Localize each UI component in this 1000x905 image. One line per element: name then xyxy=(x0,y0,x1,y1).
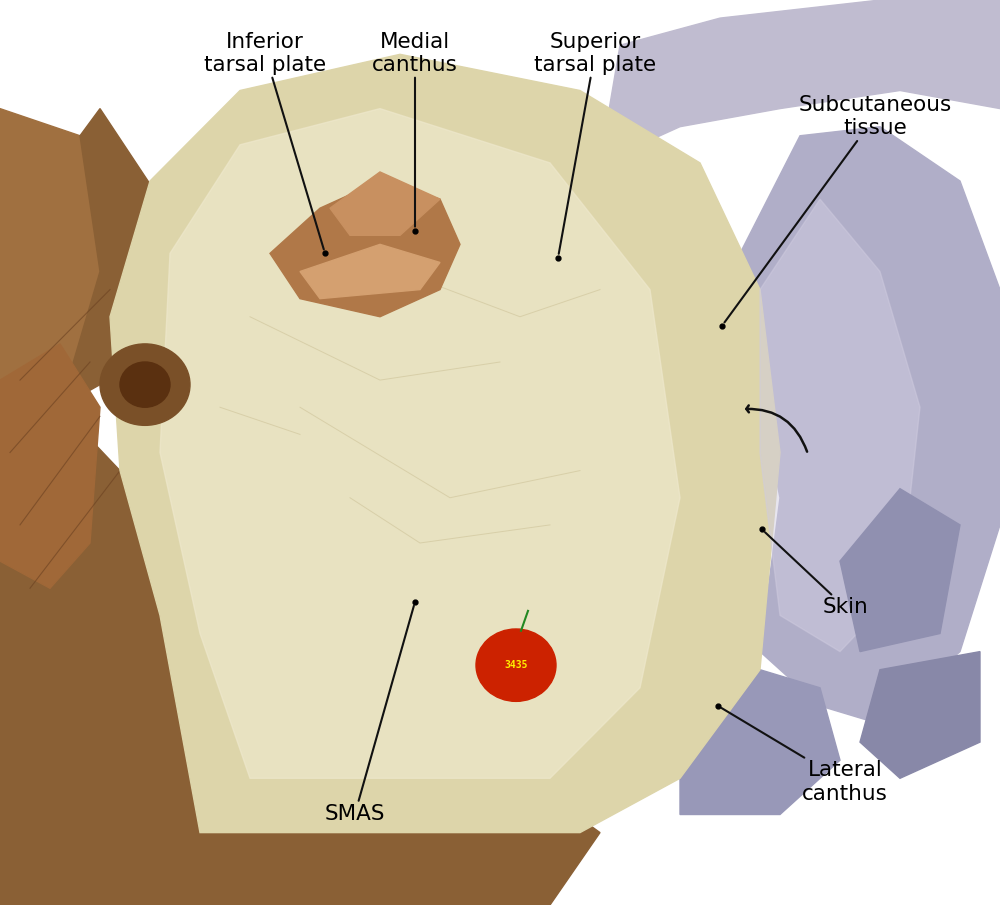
Polygon shape xyxy=(300,244,440,299)
Polygon shape xyxy=(110,54,780,833)
Polygon shape xyxy=(0,109,100,434)
Polygon shape xyxy=(840,489,960,652)
Text: SMAS: SMAS xyxy=(325,605,414,824)
Text: Medial
canthus: Medial canthus xyxy=(372,32,458,226)
Polygon shape xyxy=(160,109,680,778)
Text: Skin: Skin xyxy=(765,532,868,617)
Polygon shape xyxy=(330,172,440,235)
Polygon shape xyxy=(740,127,1000,724)
Polygon shape xyxy=(60,109,160,407)
Polygon shape xyxy=(0,344,100,588)
Polygon shape xyxy=(270,181,460,317)
Polygon shape xyxy=(680,670,840,815)
Polygon shape xyxy=(600,0,1000,163)
Text: 3435: 3435 xyxy=(504,660,528,671)
Circle shape xyxy=(100,344,190,425)
Circle shape xyxy=(120,362,170,407)
Polygon shape xyxy=(760,199,920,652)
Text: Superior
tarsal plate: Superior tarsal plate xyxy=(534,32,656,253)
Polygon shape xyxy=(0,407,600,905)
Text: Inferior
tarsal plate: Inferior tarsal plate xyxy=(204,32,326,250)
Text: Lateral
canthus: Lateral canthus xyxy=(722,708,888,804)
Polygon shape xyxy=(860,652,980,778)
Circle shape xyxy=(476,629,556,701)
Text: Subcutaneous
tissue: Subcutaneous tissue xyxy=(724,95,952,322)
